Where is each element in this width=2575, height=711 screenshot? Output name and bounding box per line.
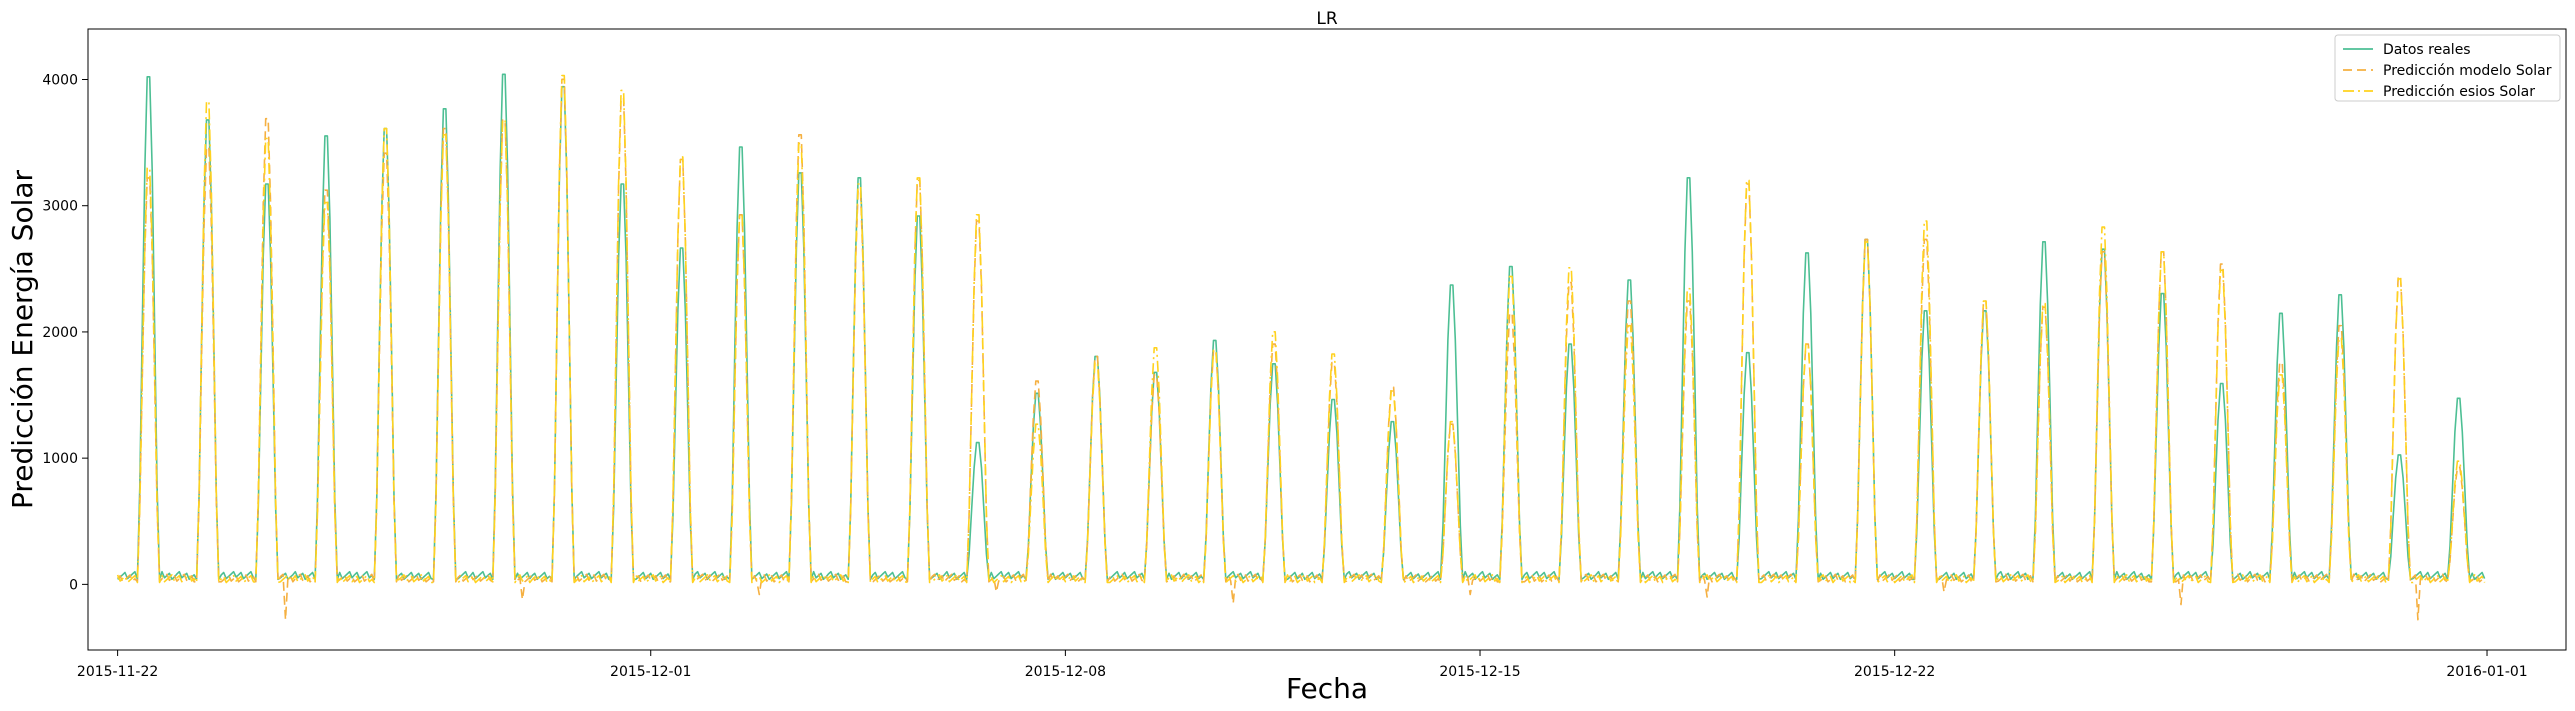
y-tick-label: 2000 <box>42 325 78 341</box>
series-line-2 <box>116 74 2486 584</box>
chart-title: LR <box>1316 9 1337 29</box>
x-tick-label: 2016-01-01 <box>2446 664 2527 680</box>
x-axis-title: Fecha <box>1286 672 1368 705</box>
y-tick-label: 3000 <box>42 199 78 215</box>
legend: Datos reales Predicción modelo Solar Predi… <box>2334 34 2561 102</box>
series-layer <box>116 73 2486 621</box>
y-axis: 0 1000 2000 3000 4000 <box>42 72 88 593</box>
x-axis: 2015-11-22 2015-12-01 2015-12-08 2015-12-15… <box>77 650 2528 680</box>
legend-label-1: Predicción modelo Solar <box>2383 63 2552 79</box>
x-tick-label: 2015-12-22 <box>1854 664 1935 680</box>
legend-label-0: Datos reales <box>2383 42 2471 58</box>
legend-box <box>2334 34 2561 102</box>
x-tick-label: 2015-12-08 <box>1025 664 1106 680</box>
legend-label-2: Predicción esios Solar <box>2383 84 2535 100</box>
y-tick-label: 1000 <box>42 451 78 467</box>
x-tick-label: 2015-12-01 <box>610 664 691 680</box>
x-tick-label: 2015-12-15 <box>1439 664 1520 680</box>
series-line-1 <box>117 78 2486 621</box>
x-tick-label: 2015-11-22 <box>77 664 158 680</box>
series-line-0 <box>117 73 2486 581</box>
y-tick-label: 0 <box>69 577 78 593</box>
y-axis-title: Predicción Energía Solar <box>6 169 39 509</box>
plot-frame <box>87 28 2567 651</box>
y-tick-label: 4000 <box>42 72 78 88</box>
